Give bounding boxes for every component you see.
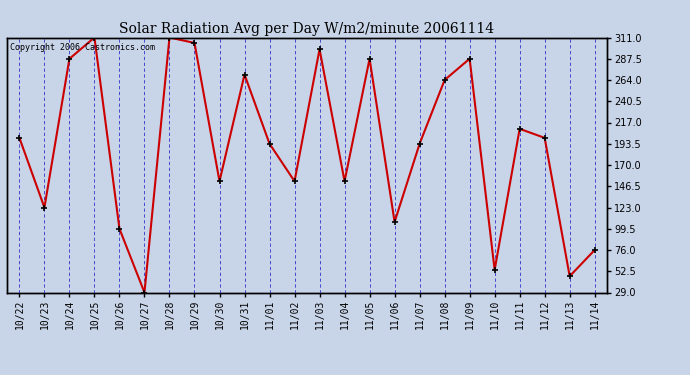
Text: Copyright 2006 Castronics.com: Copyright 2006 Castronics.com <box>10 43 155 52</box>
Title: Solar Radiation Avg per Day W/m2/minute 20061114: Solar Radiation Avg per Day W/m2/minute … <box>119 22 495 36</box>
